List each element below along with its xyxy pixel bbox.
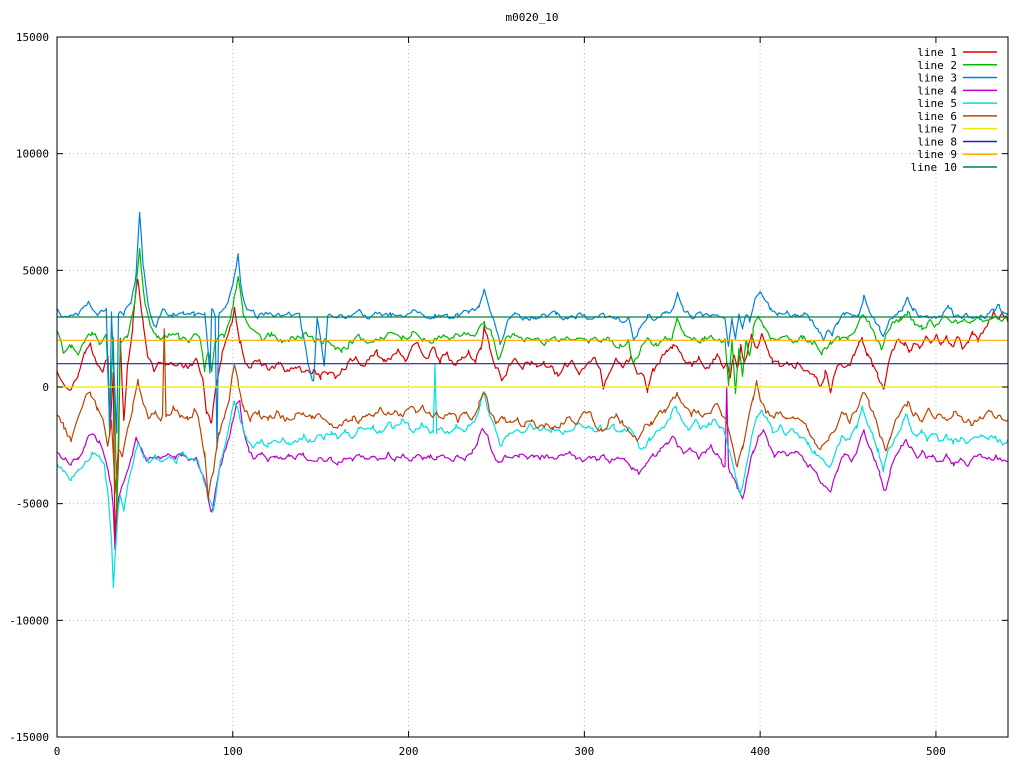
legend-label: line 7 <box>917 123 957 136</box>
legend-label: line 5 <box>917 97 957 110</box>
legend-label: line 8 <box>917 135 957 148</box>
y-tick-label: 10000 <box>16 148 49 161</box>
legend-label: line 2 <box>917 59 957 72</box>
x-tick-label: 400 <box>750 745 770 758</box>
legend-item-line-5: line 5 <box>917 97 997 110</box>
axis-layer: 0 100 200 300 400 500 -15000 -10000 -5000 0 5000 10… <box>9 31 1009 758</box>
legend-item-line-6: line 6 <box>917 110 997 123</box>
x-tick-label: 300 <box>574 745 594 758</box>
y-tick-label: -5000 <box>16 498 49 511</box>
x-tick-label: 100 <box>223 745 243 758</box>
legend-item-line-8: line 8 <box>917 135 997 148</box>
legend-item-line-7: line 7 <box>917 123 997 136</box>
series-line-1 <box>57 278 1008 543</box>
chart-title: m0020_10 <box>506 11 559 24</box>
x-tick-label: 200 <box>399 745 419 758</box>
legend-label: line 9 <box>917 148 957 161</box>
x-tick-label: 500 <box>926 745 946 758</box>
x-tick-label: 0 <box>54 745 61 758</box>
series-line-6 <box>57 328 1008 500</box>
y-tick-label: 0 <box>42 381 49 394</box>
y-tick-label: -15000 <box>9 731 49 744</box>
legend-item-line-1: line 1 <box>917 46 997 59</box>
legend-item-line-3: line 3 <box>917 72 997 85</box>
series-line-2 <box>57 247 1008 511</box>
y-tick-label: 5000 <box>23 264 50 277</box>
series-line-3 <box>57 211 1008 449</box>
series-line-5 <box>57 363 1008 589</box>
legend-item-line-10: line 10 <box>911 161 997 174</box>
legend-item-line-4: line 4 <box>917 84 997 97</box>
legend-item-line-2: line 2 <box>917 59 997 72</box>
y-tick-label: 15000 <box>16 31 49 44</box>
legend-label: line 1 <box>917 46 957 59</box>
legend-label: line 6 <box>917 110 957 123</box>
legend-item-line-9: line 9 <box>917 148 997 161</box>
legend-label: line 4 <box>917 84 957 97</box>
series-layer <box>57 211 1008 589</box>
series-line-4 <box>57 386 1008 551</box>
legend-label: line 10 <box>911 161 957 174</box>
legend-label: line 3 <box>917 72 957 85</box>
y-tick-label: -10000 <box>9 614 49 627</box>
